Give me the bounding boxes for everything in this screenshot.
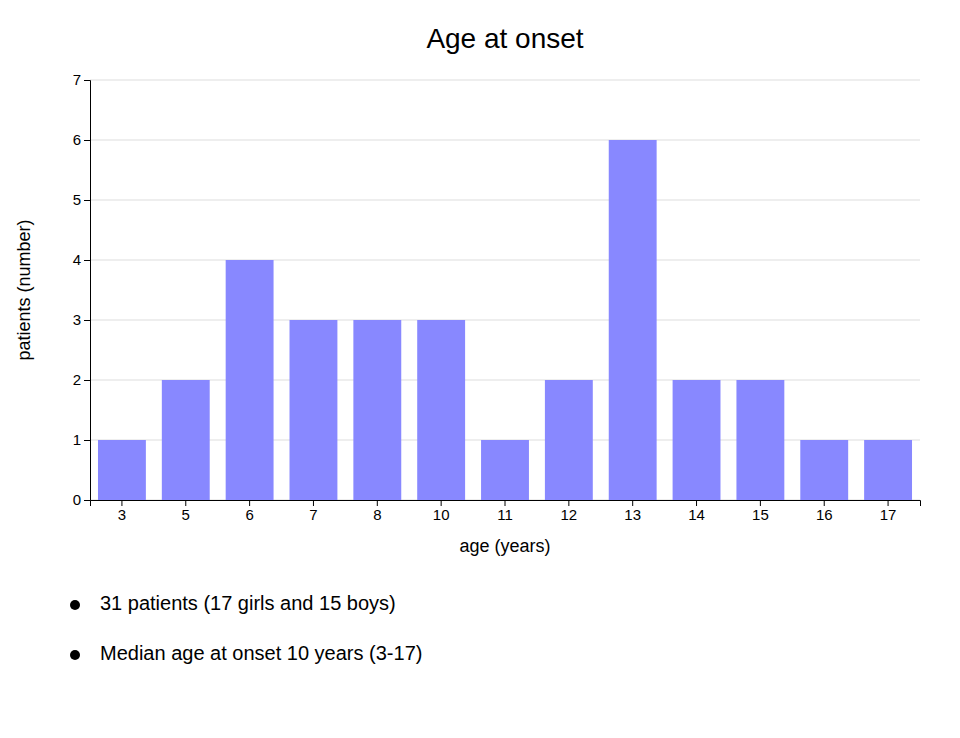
x-tick-label: 13: [624, 506, 641, 523]
bar: [353, 320, 401, 500]
x-tick-label: 10: [433, 506, 450, 523]
x-tick: 10: [433, 500, 450, 523]
bar: [673, 380, 721, 500]
x-tick-label: 11: [497, 506, 513, 523]
title: Age at onset: [426, 23, 583, 54]
y-tick: 3: [73, 311, 90, 328]
x-tick-label: 3: [118, 506, 126, 523]
x-tick: 17: [880, 500, 897, 523]
y-tick-label: 2: [73, 371, 81, 388]
y-axis-line: [84, 81, 91, 501]
bar: [98, 440, 146, 500]
y-tick-label: 3: [73, 311, 81, 328]
y-tick: 4: [73, 251, 90, 268]
y-axis-title: patients (number): [14, 219, 34, 360]
y-tick: 1: [73, 431, 90, 448]
grid-line: [90, 140, 920, 141]
grid-line: [90, 320, 920, 321]
y-tick: 5: [73, 191, 90, 208]
y-tick-label: 4: [73, 251, 81, 268]
bar: [736, 380, 784, 500]
x-tick: 7: [309, 500, 317, 523]
y-tick-mark: [84, 380, 90, 381]
y-tick: 2: [73, 371, 90, 388]
grid-line: [90, 200, 920, 201]
x-tick-label: 14: [688, 506, 705, 523]
x-tick-label: 12: [561, 506, 578, 523]
bar: [545, 380, 593, 500]
grid: [90, 80, 920, 500]
bullet: [70, 600, 80, 610]
x-tick: 8: [373, 500, 381, 523]
x-tick: 13: [624, 500, 641, 523]
grid-line: [90, 260, 920, 261]
x-axis-title: age (years): [459, 536, 550, 556]
y-tick-label: 1: [73, 431, 81, 448]
y-tick-label: 6: [73, 131, 81, 148]
y-tick-label: 5: [73, 191, 81, 208]
bullet: [70, 650, 80, 660]
y-tick-mark: [84, 80, 90, 81]
x-tick: 15: [752, 500, 769, 523]
x-tick: 6: [245, 500, 253, 523]
y-tick: 0: [73, 491, 90, 508]
x-tick-label: 8: [373, 506, 381, 523]
y-tick-mark: [84, 140, 90, 141]
bar: [864, 440, 912, 500]
x-tick: 12: [561, 500, 578, 523]
annotation: Median age at onset 10 years (3-17): [100, 642, 422, 664]
y-tick-mark: [84, 200, 90, 201]
x-tick-label: 16: [816, 506, 833, 523]
y-tick-mark: [84, 500, 90, 501]
bar: [162, 380, 210, 500]
bar: [609, 140, 657, 500]
x-tick: 14: [688, 500, 705, 523]
x-tick: 5: [182, 500, 190, 523]
x-tick-label: 5: [182, 506, 190, 523]
bars: [98, 140, 912, 500]
notes: 31 patients (17 girls and 15 boys) Median…: [70, 592, 422, 664]
y-tick-label: 7: [73, 71, 81, 88]
x-axis: 3 5 6 7 8 10 11 12 13 14 15 16 17: [91, 500, 921, 523]
grid-line: [90, 80, 920, 81]
x-tick-label: 7: [309, 506, 317, 523]
y-tick: 7: [73, 71, 90, 88]
y-axis: 0 1 2 3 4 5 6 7: [73, 71, 91, 508]
bar: [226, 260, 274, 500]
bar: [290, 320, 338, 500]
chart: 35678101112131415161701234567Age at onse…: [0, 0, 960, 738]
x-tick-label: 6: [245, 506, 253, 523]
y-tick-label: 0: [73, 491, 81, 508]
x-tick: 3: [118, 500, 126, 523]
x-tick: 16: [816, 500, 833, 523]
y-tick-mark: [84, 320, 90, 321]
bar: [417, 320, 465, 500]
x-tick-label: 15: [752, 506, 769, 523]
x-tick-label: 17: [880, 506, 897, 523]
y-tick-mark: [84, 440, 90, 441]
x-tick: 11: [497, 500, 513, 523]
y-tick: 6: [73, 131, 90, 148]
annotation: 31 patients (17 girls and 15 boys): [100, 592, 396, 614]
plot-area: 35678101112131415161701234567: [73, 71, 921, 522]
bar: [800, 440, 848, 500]
bar: [481, 440, 529, 500]
y-tick-mark: [84, 260, 90, 261]
grid-line: [90, 380, 920, 381]
